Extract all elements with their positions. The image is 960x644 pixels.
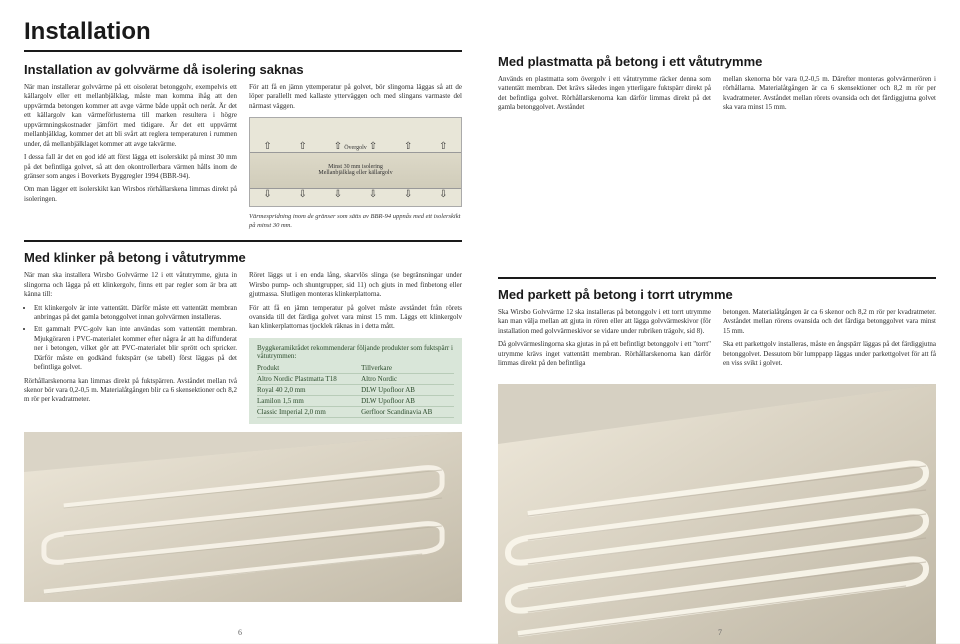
sec2-col2: mellan skenorna bör vara 0,2-0,5 m. Däre… bbox=[723, 75, 936, 117]
sec3-title: Med klinker på betong i våtutrymme bbox=[24, 250, 462, 265]
sec3-c2-p2: För att få en jämn temperatur på golvet … bbox=[249, 304, 462, 332]
sec3-c1-p1: När man ska installera Wirsbo Golvvärme … bbox=[24, 271, 237, 299]
arrow-down-icon: ⇩ bbox=[299, 189, 307, 200]
table-header-row: Produkt Tillverkare bbox=[257, 363, 454, 374]
spread-container: Installation Installation av golvvärme d… bbox=[0, 0, 960, 643]
sec1-c2-p1: För att få en jämn yttemperatur på golve… bbox=[249, 83, 462, 111]
sec4-title: Med parkett på betong i torrt utrymme bbox=[498, 287, 936, 302]
arrow-up-icon: ⇧ bbox=[404, 141, 412, 152]
diagram-caption: Värmespridning inom de gränser som sätts… bbox=[249, 213, 462, 230]
product-caption: Byggkeramikrådet rekommenderar följande … bbox=[257, 344, 454, 360]
arrow-up-icon: ⇧ bbox=[263, 141, 271, 152]
sec2-columns: Används en plastmatta som övergolv i ett… bbox=[498, 75, 936, 117]
arrow-down-icon: ⇩ bbox=[404, 189, 412, 200]
sec4-c2-p1: betongen. Materialåtgången är ca 6 skeno… bbox=[723, 308, 936, 336]
diagram-bjalklag-label: Mellanbjälklag eller källargolv bbox=[318, 170, 392, 176]
sec1-col2: För att få en jämn yttemperatur på golve… bbox=[249, 83, 462, 230]
floor-illustration-left bbox=[24, 432, 462, 602]
arrow-up-icon: ⇧ bbox=[334, 141, 342, 152]
cell: Altro Nordic Plastmatta T18 bbox=[257, 373, 361, 384]
sec4-c2-p2: Ska ett parkettgolv installeras, måste e… bbox=[723, 340, 936, 368]
sec1-c1-p1: När man installerar golvvärme på ett ois… bbox=[24, 83, 237, 149]
cell: DLW Upofloor AB bbox=[361, 384, 454, 395]
sec3-c2-p1: Röret läggs ut i en enda lång, skarvlös … bbox=[249, 271, 462, 299]
heat-diagram: ⇧ ⇧ ⇧ ⇧ ⇧ ⇧ Övergolv Minst 30 mm isoleri… bbox=[249, 117, 462, 207]
page-number-right: 7 bbox=[718, 628, 722, 637]
sec3-li2: Ett gammalt PVC-golv kan inte användas s… bbox=[34, 325, 237, 372]
sec1-col1: När man installerar golvvärme på ett ois… bbox=[24, 83, 237, 230]
sec3-c1-p2: Rörhållarskenorna kan limmas direkt på f… bbox=[24, 377, 237, 405]
spacer bbox=[498, 117, 936, 267]
sec1-c1-p2: I dessa fall är det en god idé att först… bbox=[24, 153, 237, 181]
sec3-col2: Röret läggs ut i en enda lång, skarvlös … bbox=[249, 271, 462, 424]
table-row: Classic Imperial 2,0 mmGerfloor Scandina… bbox=[257, 406, 454, 417]
floor-illustration-right bbox=[498, 384, 936, 644]
diagram-overgolv-label: Övergolv bbox=[344, 145, 367, 151]
sec3-list: Ett klinkergolv är inte vattentätt. Därf… bbox=[24, 304, 237, 373]
cell: Royal 40 2,0 mm bbox=[257, 384, 361, 395]
arrow-down-icon: ⇩ bbox=[439, 189, 447, 200]
arrow-up-icon: ⇧ bbox=[439, 141, 447, 152]
sec2-c1-p1: Används en plastmatta som övergolv i ett… bbox=[498, 75, 711, 113]
table-row: Royal 40 2,0 mmDLW Upofloor AB bbox=[257, 384, 454, 395]
sec2-c2-p1: mellan skenorna bör vara 0,2-0,5 m. Däre… bbox=[723, 75, 936, 113]
sec2-title: Med plastmatta på betong i ett våtutrymm… bbox=[498, 54, 936, 69]
sec1-title: Installation av golvvärme då isolering s… bbox=[24, 62, 462, 77]
sec4-col2: betongen. Materialåtgången är ca 6 skeno… bbox=[723, 308, 936, 373]
divider bbox=[498, 277, 936, 279]
sec1-c1-p3: Om man lägger ett isolerskikt kan Wirsbo… bbox=[24, 185, 237, 204]
sec1-columns: När man installerar golvvärme på ett ois… bbox=[24, 83, 462, 230]
sec3-col1: När man ska installera Wirsbo Golvvärme … bbox=[24, 271, 237, 424]
arrow-up-icon: ⇧ bbox=[369, 141, 377, 152]
page-left: Installation Installation av golvvärme d… bbox=[0, 0, 480, 643]
th-manufacturer: Tillverkare bbox=[361, 363, 454, 374]
page-number-left: 6 bbox=[238, 628, 242, 637]
product-table-box: Byggkeramikrådet rekommenderar följande … bbox=[249, 338, 462, 424]
sec4-col1: Ska Wirsbo Golvvärme 12 ska installeras … bbox=[498, 308, 711, 373]
cell: Gerfloor Scandinavia AB bbox=[361, 406, 454, 417]
product-table: Produkt Tillverkare Altro Nordic Plastma… bbox=[257, 363, 454, 418]
sec2-col1: Används en plastmatta som övergolv i ett… bbox=[498, 75, 711, 117]
main-title: Installation bbox=[24, 18, 462, 52]
table-row: Lamilon 1,5 mmDLW Upofloor AB bbox=[257, 395, 454, 406]
arrow-down-icon: ⇩ bbox=[369, 189, 377, 200]
sec4-columns: Ska Wirsbo Golvvärme 12 ska installeras … bbox=[498, 308, 936, 373]
sec4-c1-p1: Ska Wirsbo Golvvärme 12 ska installeras … bbox=[498, 308, 711, 336]
sec4-c1-p2: Då golvvärmeslingorna ska gjutas in på e… bbox=[498, 340, 711, 368]
arrow-down-icon: ⇩ bbox=[334, 189, 342, 200]
sec3-columns: När man ska installera Wirsbo Golvvärme … bbox=[24, 271, 462, 424]
sec3-li1: Ett klinkergolv är inte vattentätt. Därf… bbox=[34, 304, 237, 323]
cell: DLW Upofloor AB bbox=[361, 395, 454, 406]
arrow-down-icon: ⇩ bbox=[263, 189, 271, 200]
cell: Lamilon 1,5 mm bbox=[257, 395, 361, 406]
cell: Classic Imperial 2,0 mm bbox=[257, 406, 361, 417]
cell: Altro Nordic bbox=[361, 373, 454, 384]
arrow-up-icon: ⇧ bbox=[299, 141, 307, 152]
page-right: Med plastmatta på betong i ett våtutrymm… bbox=[480, 0, 960, 643]
th-product: Produkt bbox=[257, 363, 361, 374]
divider bbox=[24, 240, 462, 242]
table-row: Altro Nordic Plastmatta T18Altro Nordic bbox=[257, 373, 454, 384]
